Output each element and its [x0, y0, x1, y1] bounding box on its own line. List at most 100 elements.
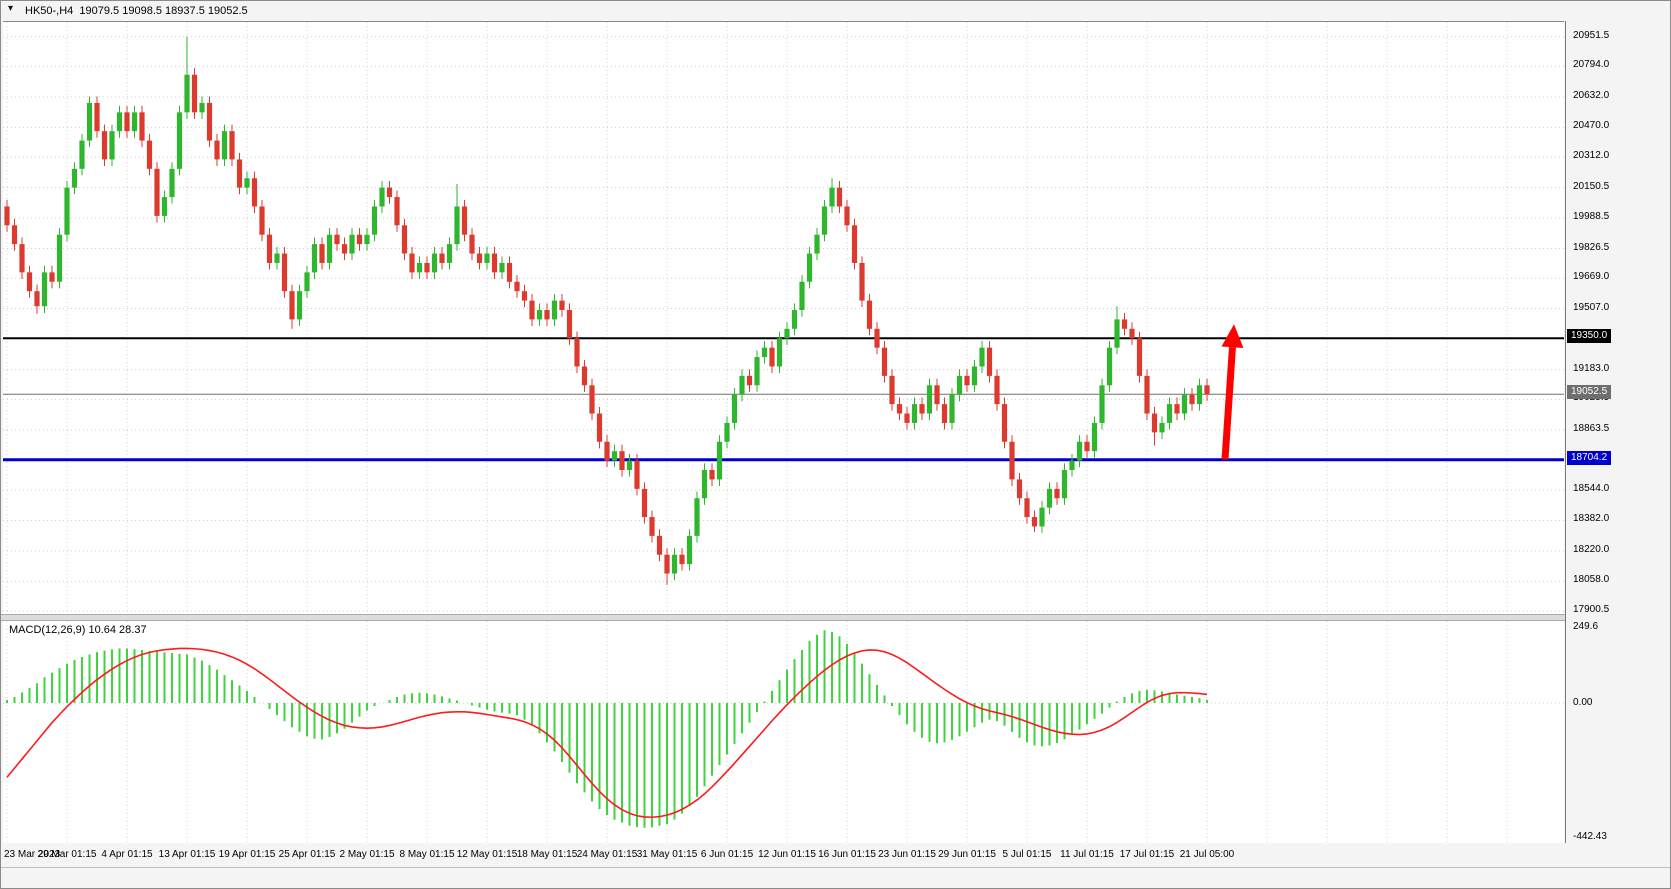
price-axis[interactable]: 20951.5 20794.0 20632.0 20470.0 20312.0 20150… [1565, 21, 1670, 843]
candle-body [836, 187, 843, 207]
candle-body [4, 206, 10, 226]
candle-body [221, 131, 228, 160]
candle-body [904, 413, 910, 423]
candle-body [544, 310, 550, 320]
candle-body [649, 517, 655, 536]
pane-divider[interactable] [1, 614, 1670, 621]
candle-body [311, 244, 318, 273]
candle-body [911, 404, 918, 423]
candle-body [806, 253, 813, 282]
candle-body [19, 244, 25, 273]
candle-body [71, 168, 78, 188]
price-tick-label: 17900.5 [1573, 604, 1610, 616]
candle-body [1016, 479, 1023, 499]
candle-body [499, 262, 505, 273]
macd-svg[interactable] [3, 621, 1564, 843]
candle-body [896, 404, 903, 414]
time-tick-label: 12 Jun 01:15 [758, 849, 816, 860]
candle-body [281, 253, 288, 292]
support-price-tag: 18704.2 [1567, 450, 1612, 465]
candle-body [1024, 498, 1030, 518]
price-tick-label: 19183.0 [1573, 362, 1610, 374]
time-tick-label: 4 Apr 01:15 [101, 849, 153, 860]
candle-body [1061, 470, 1068, 499]
trend-arrow-shaft[interactable] [1221, 347, 1236, 460]
candle-body [356, 234, 363, 245]
price-tick-label: 18382.0 [1573, 513, 1610, 525]
candle-body [1166, 404, 1173, 423]
candle-body [184, 74, 190, 113]
candle-body [56, 234, 63, 282]
main-chart-svg[interactable] [3, 22, 1564, 614]
candle-body [244, 178, 250, 188]
candle-body [851, 225, 858, 263]
candle-body [881, 347, 888, 376]
candle-body [979, 347, 985, 367]
candle-body [971, 366, 978, 386]
macd-pane[interactable]: MACD(12,26,9) 10.64 28.37 [3, 621, 1564, 844]
candle-body [521, 291, 528, 301]
candle-body [1069, 460, 1075, 470]
candle-body [664, 554, 670, 574]
candle-body [1144, 375, 1150, 414]
chart-menu-icon[interactable]: ▾ [8, 3, 14, 14]
candle-body [1129, 328, 1135, 339]
candle-body [461, 206, 468, 235]
price-tick-label: 18544.0 [1573, 482, 1610, 494]
candle-body [1106, 347, 1113, 386]
candle-body [476, 253, 483, 263]
candle-body [334, 234, 340, 245]
candle-body [86, 102, 93, 141]
candle-body [1046, 488, 1053, 508]
candle-body [1159, 422, 1165, 433]
candle-body [1099, 385, 1105, 423]
candle-body [799, 281, 805, 310]
candle-body [154, 168, 160, 216]
candle-body [611, 451, 618, 461]
candle-body [746, 375, 753, 386]
candle-body [259, 206, 265, 235]
candle-body [604, 441, 610, 461]
candle-body [1054, 488, 1060, 499]
candle-body [401, 225, 408, 254]
candle-body [589, 385, 595, 414]
time-tick-label: 23 Jun 01:15 [878, 849, 936, 860]
candle-body [874, 328, 880, 348]
price-tick-label: 18058.0 [1573, 574, 1610, 586]
candle-body [821, 206, 828, 235]
candle-body [64, 187, 70, 235]
candle-body [709, 470, 715, 480]
candle-body [446, 244, 453, 263]
candle-body [251, 178, 258, 207]
candle-body [1121, 319, 1128, 329]
main-chart-pane[interactable] [3, 21, 1564, 615]
candle-body [566, 310, 573, 339]
candle-body [274, 253, 280, 263]
candle-body [769, 347, 775, 367]
time-tick-label: 12 May 01:15 [456, 849, 518, 860]
candle-body [41, 272, 48, 307]
candle-body [686, 535, 693, 565]
chart-title: HK50-,H4 19079.5 19098.5 18937.5 19052.5 [25, 5, 248, 17]
time-tick-label: 31 May 01:15 [636, 849, 698, 860]
candle-body [161, 197, 168, 216]
candle-body [859, 262, 865, 301]
macd-tick-label: -442.43 [1573, 831, 1607, 843]
candle-body [514, 281, 520, 292]
candle-body [529, 300, 535, 320]
candle-body [761, 347, 768, 358]
time-tick-label: 18 May 01:15 [516, 849, 578, 860]
candle-body [671, 554, 678, 574]
candle-body [641, 488, 648, 518]
trend-arrow-head[interactable] [1221, 324, 1244, 348]
candle-body [1039, 507, 1045, 527]
candle-body [101, 131, 108, 160]
macd-tick-label: 249.6 [1573, 621, 1599, 633]
candle-body [124, 112, 130, 132]
candle-body [956, 375, 963, 395]
candle-body [371, 206, 378, 235]
candle-body [701, 470, 708, 499]
candle-body [1091, 422, 1098, 452]
time-axis[interactable]: 23 Mar 2023 29 Mar 01:15 4 Apr 01:15 13 Apr… [1, 843, 1670, 868]
candle-body [739, 375, 745, 395]
